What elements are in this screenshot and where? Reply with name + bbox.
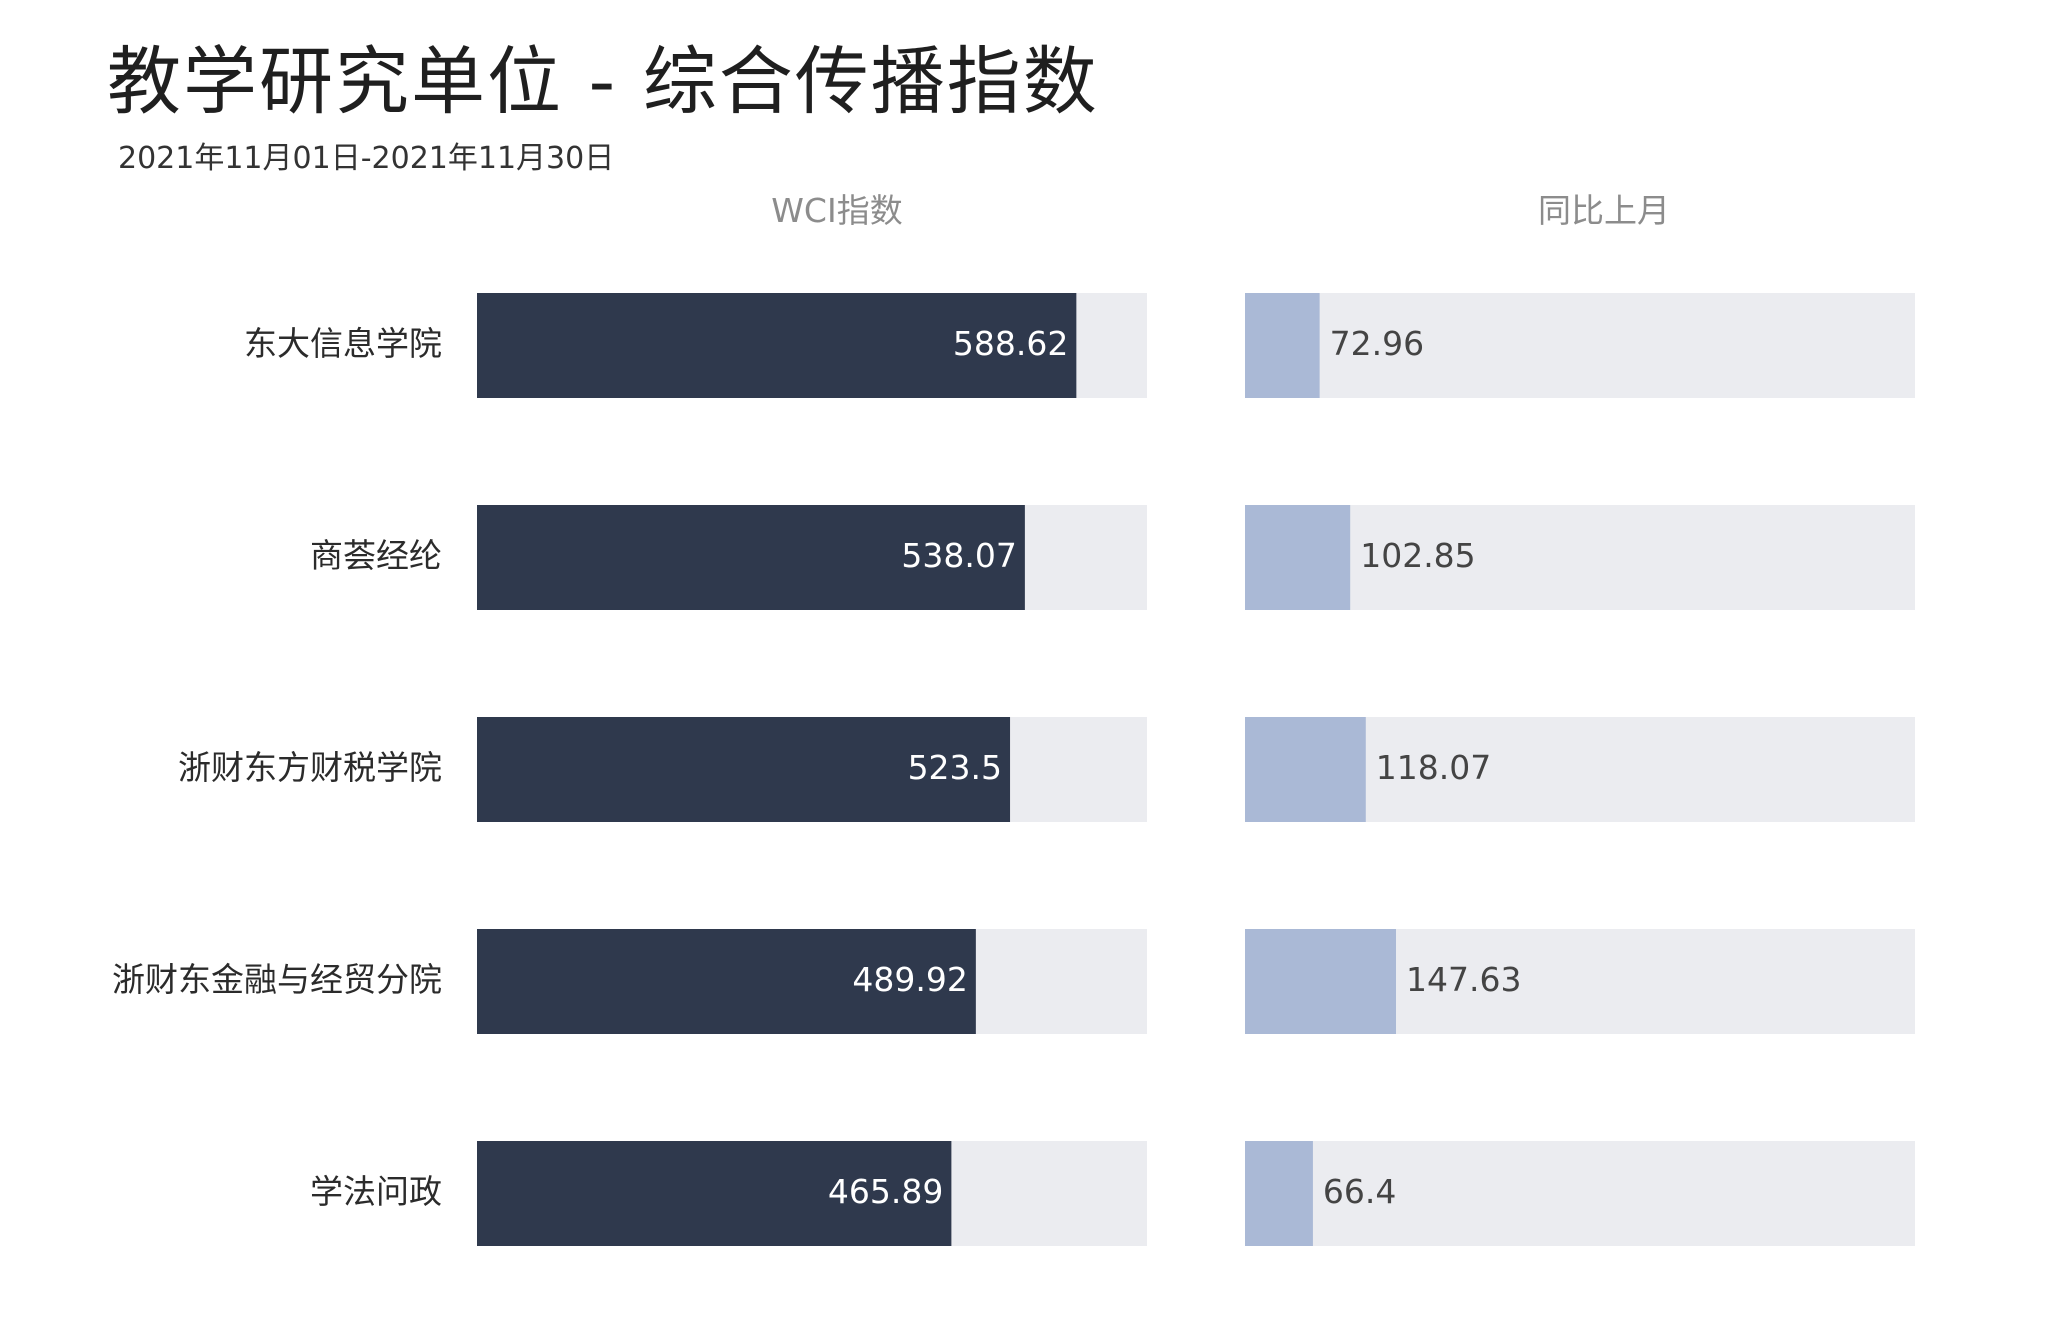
wci-bar <box>477 293 1077 398</box>
mom-bar-track <box>1245 1141 1915 1246</box>
mom-bar <box>1245 929 1397 1034</box>
wci-bar <box>477 505 1025 610</box>
bar-rows: 东大信息学院 588.62 72.96 商荟经纶 538.07 102.85 浙财东方财税学… <box>112 293 1915 1246</box>
category-label: 商荟经纶 <box>310 536 442 575</box>
category-label: 学法问政 <box>310 1172 442 1211</box>
wci-bar <box>477 1141 952 1246</box>
mom-value-label: 102.85 <box>1360 536 1475 575</box>
mom-bar <box>1245 1141 1313 1246</box>
mom-bar <box>1245 293 1320 398</box>
column-header-wci: WCI指数 <box>771 191 902 230</box>
wci-value-label: 465.89 <box>828 1172 943 1211</box>
mom-bar-track <box>1245 505 1915 610</box>
column-header-mom: 同比上月 <box>1538 191 1670 230</box>
chart-subtitle: 2021年11月01日-2021年11月30日 <box>118 141 615 176</box>
mom-bar <box>1245 505 1351 610</box>
mom-bar <box>1245 717 1366 822</box>
wci-value-label: 523.5 <box>908 748 1002 787</box>
category-label: 东大信息学院 <box>244 324 442 363</box>
mom-value-label: 118.07 <box>1376 748 1491 787</box>
wci-value-label: 538.07 <box>901 536 1016 575</box>
chart-title: 教学研究单位 - 综合传播指数 <box>107 39 1099 125</box>
mom-value-label: 66.4 <box>1323 1172 1396 1211</box>
mom-bar-track <box>1245 293 1915 398</box>
mom-value-label: 72.96 <box>1330 324 1424 363</box>
category-label: 浙财东方财税学院 <box>178 748 442 787</box>
category-label: 浙财东金融与经贸分院 <box>112 960 442 999</box>
wci-value-label: 489.92 <box>852 960 967 999</box>
mom-value-label: 147.63 <box>1406 960 1521 999</box>
wci-bar <box>477 929 976 1034</box>
wci-value-label: 588.62 <box>953 324 1068 363</box>
wci-bar <box>477 717 1011 822</box>
